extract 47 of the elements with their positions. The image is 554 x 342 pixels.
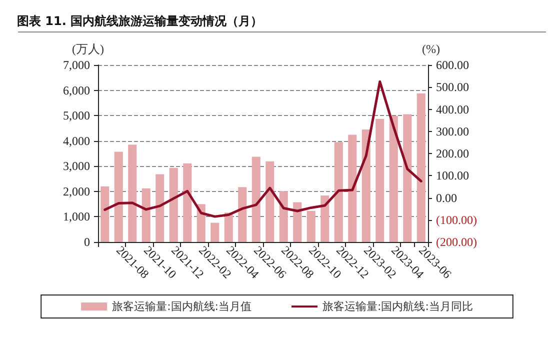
bar <box>376 118 384 242</box>
y2-axis-title: (%) <box>422 42 440 56</box>
bar <box>100 186 110 242</box>
y2-tick-label: 200.00 <box>436 146 469 160</box>
bar <box>403 114 412 242</box>
y-tick-label: 4,000 <box>63 134 90 148</box>
chart-title: 图表 11. 国内航线旅游运输量变动情况（月） <box>17 14 263 28</box>
legend-label: 旅客运输量:国内航线:当月同比 <box>322 300 473 313</box>
bar <box>238 187 247 242</box>
bar <box>210 222 220 242</box>
bar <box>293 202 302 242</box>
y2-tick-label: 500.00 <box>436 80 469 94</box>
y2-tick-label: 0.00 <box>436 190 457 205</box>
y-axis-title: (万人) <box>72 42 104 56</box>
y-tick-label: 1,000 <box>63 210 90 224</box>
bar <box>348 134 357 242</box>
legend-label: 旅客运输量:国内航线:当月值 <box>112 300 252 313</box>
y-tick-label: 2,000 <box>63 184 90 198</box>
bar <box>279 191 288 242</box>
y-tick-label: 7,000 <box>63 58 90 72</box>
y2-tick-label: 100.00 <box>436 168 469 183</box>
bar <box>196 204 206 242</box>
y2-tick-label: (100.00) <box>436 212 477 227</box>
y-tick-label: 3,000 <box>63 159 90 174</box>
bar <box>224 212 233 242</box>
bar <box>334 142 343 242</box>
bar <box>156 174 164 242</box>
y2-tick-label: (200.00) <box>436 235 477 249</box>
bar <box>183 163 192 242</box>
bar <box>252 156 260 242</box>
y-tick-label: 0 <box>84 235 90 249</box>
bar <box>389 116 398 242</box>
bar <box>362 129 370 242</box>
y-tick-label: 6,000 <box>63 83 90 98</box>
line-series <box>104 80 422 218</box>
y-tick-label: 5,000 <box>63 108 90 123</box>
bar <box>266 161 274 242</box>
y2-tick-label: 300.00 <box>436 124 469 138</box>
bar <box>169 168 178 242</box>
y2-tick-label: 400.00 <box>436 102 469 116</box>
bar <box>128 144 137 242</box>
bar <box>320 195 330 242</box>
bar <box>306 210 316 242</box>
bar <box>416 93 426 242</box>
y2-tick-label: 600.00 <box>436 58 469 72</box>
bar <box>142 188 150 242</box>
bar <box>114 152 123 242</box>
